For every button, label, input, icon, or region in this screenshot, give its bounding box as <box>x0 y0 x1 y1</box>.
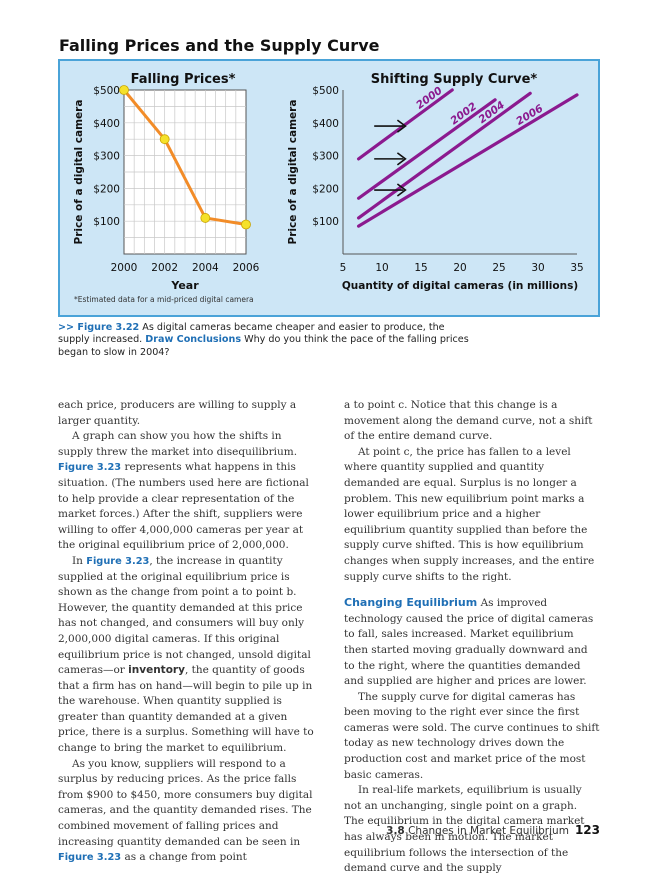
chart1-x-tick-label: 2006 <box>233 262 260 274</box>
chart1-x-tick-label: 2002 <box>151 262 178 274</box>
chart2-supply-curve <box>357 88 454 161</box>
left-paragraph-3: In Figure 3.23, the increase in quantity… <box>58 554 314 757</box>
chart1-series-line <box>122 89 247 226</box>
chart1-title: Falling Prices* <box>131 72 236 87</box>
chart2-x-tick-label: 35 <box>570 262 583 274</box>
chart2-y-tick-label: $100 <box>312 216 339 228</box>
chart1-ylabel: Price of a digital camera <box>73 100 85 245</box>
chart2-xlabel: Quantity of digital cameras (in millions… <box>342 280 578 292</box>
chart2-y-tick-label: $200 <box>312 183 339 195</box>
section-heading: Changing Equilibrium <box>344 596 478 610</box>
chart2-y-tick-label: $300 <box>312 151 339 163</box>
section-gap <box>344 585 600 595</box>
figure-title: Falling Prices and the Supply Curve <box>59 36 380 55</box>
chart2-supply-curve <box>357 98 497 200</box>
chart1-x-tick-label: 2004 <box>192 262 219 274</box>
caption-text1: As digital cameras became cheaper and ea… <box>58 322 445 346</box>
page-number: 123 <box>574 823 600 837</box>
caption-prefix: >> <box>58 322 78 333</box>
left-p3-b: , the increase in quantity supplied at t… <box>58 554 311 677</box>
left-p4-ref: Figure 3.23 <box>58 852 122 864</box>
left-p3-a: In <box>72 554 87 567</box>
chart2-title: Shifting Supply Curve* <box>371 72 538 87</box>
chart2-arrows <box>374 119 407 197</box>
chart2-x-tick-label: 10 <box>375 262 388 274</box>
chart2-supply-curve <box>357 91 532 220</box>
left-p3-c: , the quantity of goods that a firm has … <box>58 664 314 755</box>
chart2-x-tick-label: 15 <box>414 262 427 274</box>
left-p4-b: as a change from point <box>121 851 247 864</box>
left-p2-a: A graph can show you how the shifts in s… <box>58 430 298 458</box>
chart1-data-point <box>119 85 129 95</box>
footer-section-number: 3.8 <box>386 825 405 837</box>
chart2-supply-curve <box>357 93 579 228</box>
left-paragraph-4: As you know, suppliers will respond to a… <box>58 757 314 866</box>
charts-svg: Falling Prices* $500 $400 $300 $200 $100 200… <box>73 72 584 304</box>
chart1-x-ticks: 2000 2002 2004 2006 <box>111 262 260 274</box>
chart2-y-tick-label: $500 <box>312 85 339 97</box>
right-paragraph-3: Changing Equilibrium As improved technol… <box>344 595 600 690</box>
right-paragraph-2: At point c, the price has fallen to a le… <box>344 445 595 583</box>
chart1-x-tick-label: 2000 <box>111 262 138 274</box>
figure-note: *Estimated data for a mid-priced digital… <box>74 295 254 304</box>
figure-caption: >> Figure 3.22 As digital cameras became… <box>58 322 478 359</box>
page-footer: 3.8 Changes in Market Equilibrium 123 <box>386 823 600 837</box>
chart1-y-tick-label: $300 <box>93 151 120 163</box>
chart1-data-point <box>241 219 251 230</box>
left-p4-a: As you know, suppliers will respond to a… <box>58 757 313 848</box>
left-p3-ref: Figure 3.23 <box>86 555 150 567</box>
right-column: a to point c. Notice that this change is… <box>344 398 600 877</box>
caption-draw-conclusions: Draw Conclusions <box>145 334 242 346</box>
chart1-data-point <box>159 134 170 145</box>
chart2-ylabel: Price of a digital camera <box>287 100 299 245</box>
left-column: each price, producers are willing to sup… <box>58 398 314 866</box>
chart2-axes <box>342 90 577 255</box>
chart1-y-tick-label: $500 <box>93 85 120 97</box>
chart1-y-ticks: $500 $400 $300 $200 $100 <box>93 85 120 228</box>
caption-figref: Figure 3.22 <box>77 322 140 333</box>
chart2-y-tick-label: $400 <box>312 118 339 130</box>
chart2-x-tick-label: 25 <box>492 262 505 274</box>
chart1-y-tick-label: $200 <box>93 183 120 195</box>
chart1-data-point <box>200 213 211 223</box>
chart2-shift-arrowhead <box>396 183 407 197</box>
chart1-xlabel: Year <box>170 279 199 292</box>
left-paragraph-1: each price, producers are willing to sup… <box>58 399 297 427</box>
chart2-x-tick-label: 5 <box>340 262 347 274</box>
left-p3-term: inventory <box>128 664 185 677</box>
chart2-y-ticks: $500 $400 $300 $200 $100 <box>312 85 339 228</box>
figure-panel: Falling Prices* $500 $400 $300 $200 $100 200… <box>58 59 600 317</box>
right-paragraph-1: a to point c. Notice that this change is… <box>344 399 593 443</box>
chart1-series <box>119 85 251 230</box>
chart1-y-tick-label: $400 <box>93 118 120 130</box>
left-p2-ref: Figure 3.23 <box>58 462 122 474</box>
chart2-shift-arrowhead <box>396 152 407 166</box>
chart2-x-tick-label: 20 <box>453 262 466 274</box>
right-paragraph-4: The supply curve for digital cameras has… <box>344 690 600 781</box>
chart1-y-tick-label: $100 <box>93 216 120 228</box>
chart2-x-ticks: 5 10 15 20 25 30 35 <box>340 262 584 274</box>
left-p2-b: represents what happens in this situatio… <box>58 461 309 552</box>
chart2-x-tick-label: 30 <box>531 262 544 274</box>
footer-section-title: Changes in Market Equilibrium <box>404 825 569 837</box>
right-p3-text: As improved technology caused the price … <box>344 597 594 688</box>
chart1-grid <box>124 90 246 254</box>
chart2-shift-arrowhead <box>396 119 407 133</box>
left-paragraph-2: A graph can show you how the shifts in s… <box>58 429 314 554</box>
caption-text2: Why do you think the pace of the falling… <box>58 334 469 358</box>
